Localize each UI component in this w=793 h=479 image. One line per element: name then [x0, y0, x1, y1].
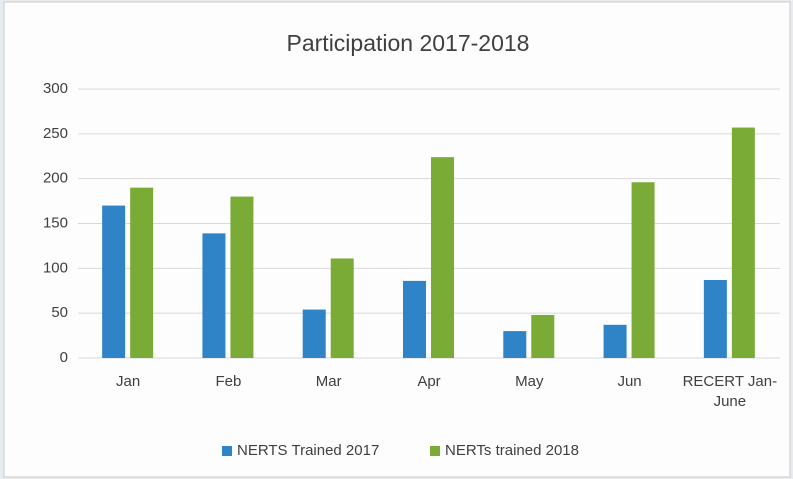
bar	[403, 280, 426, 358]
x-tick-label: May	[515, 373, 544, 390]
bar	[330, 258, 354, 358]
x-tick-label: Feb	[215, 373, 242, 390]
y-tick-label: 0	[60, 349, 68, 366]
bar	[302, 309, 326, 358]
bar	[102, 205, 126, 358]
legend-label: NERTs trained 2018	[445, 442, 579, 459]
x-tick-label: Apr	[417, 373, 441, 390]
y-tick-label: 200	[43, 170, 68, 187]
legend-swatch	[222, 446, 232, 456]
chart-title: Participation 2017-2018	[287, 30, 530, 56]
bar	[431, 157, 454, 358]
bar	[703, 279, 727, 358]
bar	[631, 182, 655, 358]
y-tick-label: 50	[51, 304, 68, 321]
bar	[603, 324, 627, 358]
y-tick-label: 250	[43, 125, 68, 142]
bar	[531, 314, 555, 358]
x-tick-label: RECERT Jan-June	[682, 373, 778, 410]
x-tick-label: Mar	[315, 373, 342, 390]
legend-swatch	[430, 446, 440, 456]
legend-label: NERTS Trained 2017	[237, 442, 379, 459]
bar	[202, 233, 226, 358]
bar	[230, 196, 254, 358]
bar	[503, 331, 527, 358]
bar	[130, 187, 154, 358]
x-tick-label: Jun	[617, 373, 642, 390]
bar	[731, 127, 755, 358]
y-tick-label: 300	[43, 80, 68, 97]
y-tick-label: 150	[43, 214, 68, 231]
x-tick-label: Jan	[116, 373, 141, 390]
y-tick-label: 100	[43, 259, 68, 276]
